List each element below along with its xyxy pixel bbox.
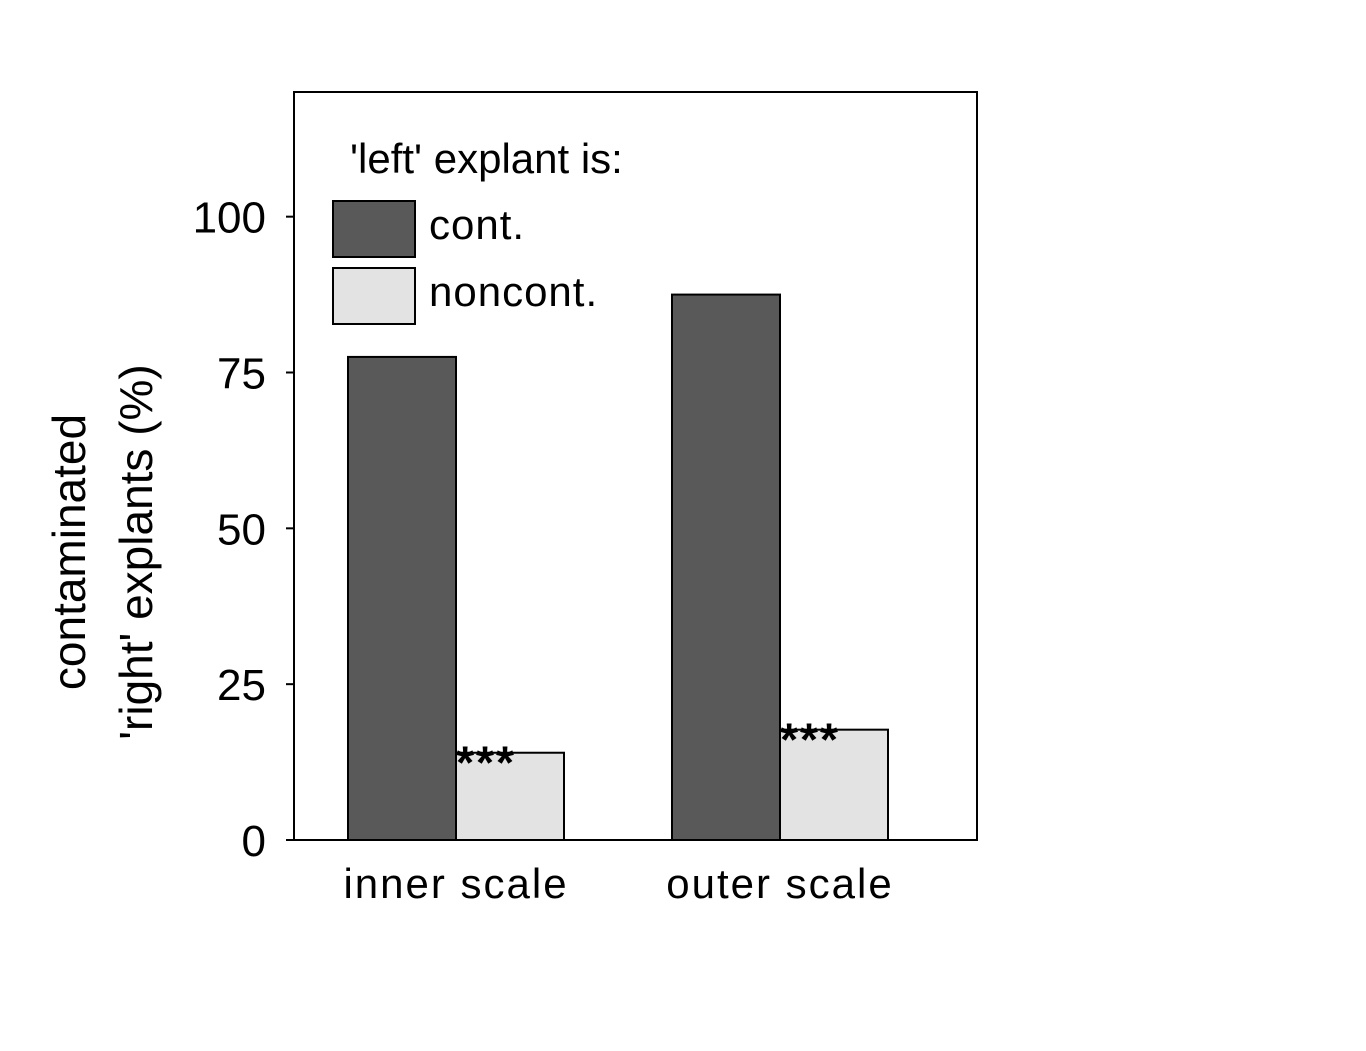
- bar-outer-scale-noncont: [779, 728, 889, 841]
- y-axis: 0 25 50 75 100: [193, 194, 294, 866]
- bar-inner-scale-noncont: [455, 751, 565, 842]
- legend-swatch-noncont: [332, 267, 416, 325]
- y-tick-label-50: 50: [217, 505, 266, 554]
- bars-layer: [347, 293, 889, 842]
- y-tick-label-0: 0: [242, 817, 266, 866]
- legend: 'left' explant is: cont. noncont.: [332, 135, 623, 325]
- legend-label-noncont: noncont.: [429, 268, 598, 315]
- x-category-label-outer-scale: outer scale: [666, 860, 893, 907]
- bar-outer-scale-cont: [671, 293, 781, 842]
- annotations: *** ***: [456, 714, 840, 789]
- legend-label-cont: cont.: [429, 201, 525, 248]
- y-axis-title-line-1: contaminated: [43, 414, 95, 690]
- significance-label-inner-scale: ***: [456, 737, 516, 789]
- y-axis-title: contaminated 'right' explants (%): [43, 364, 162, 739]
- y-tick-label-75: 75: [217, 350, 266, 399]
- y-tick-label-100: 100: [193, 194, 266, 243]
- legend-title: 'left' explant is:: [350, 135, 623, 182]
- bar-inner-scale-cont: [347, 355, 457, 841]
- y-axis-title-line-2: 'right' explants (%): [110, 364, 162, 739]
- legend-swatch-cont: [332, 200, 416, 258]
- x-category-label-inner-scale: inner scale: [343, 860, 568, 907]
- y-tick-label-25: 25: [217, 661, 266, 710]
- plot-frame: [293, 91, 978, 841]
- significance-label-outer-scale: ***: [780, 714, 840, 766]
- x-axis: inner scale outer scale: [343, 860, 893, 907]
